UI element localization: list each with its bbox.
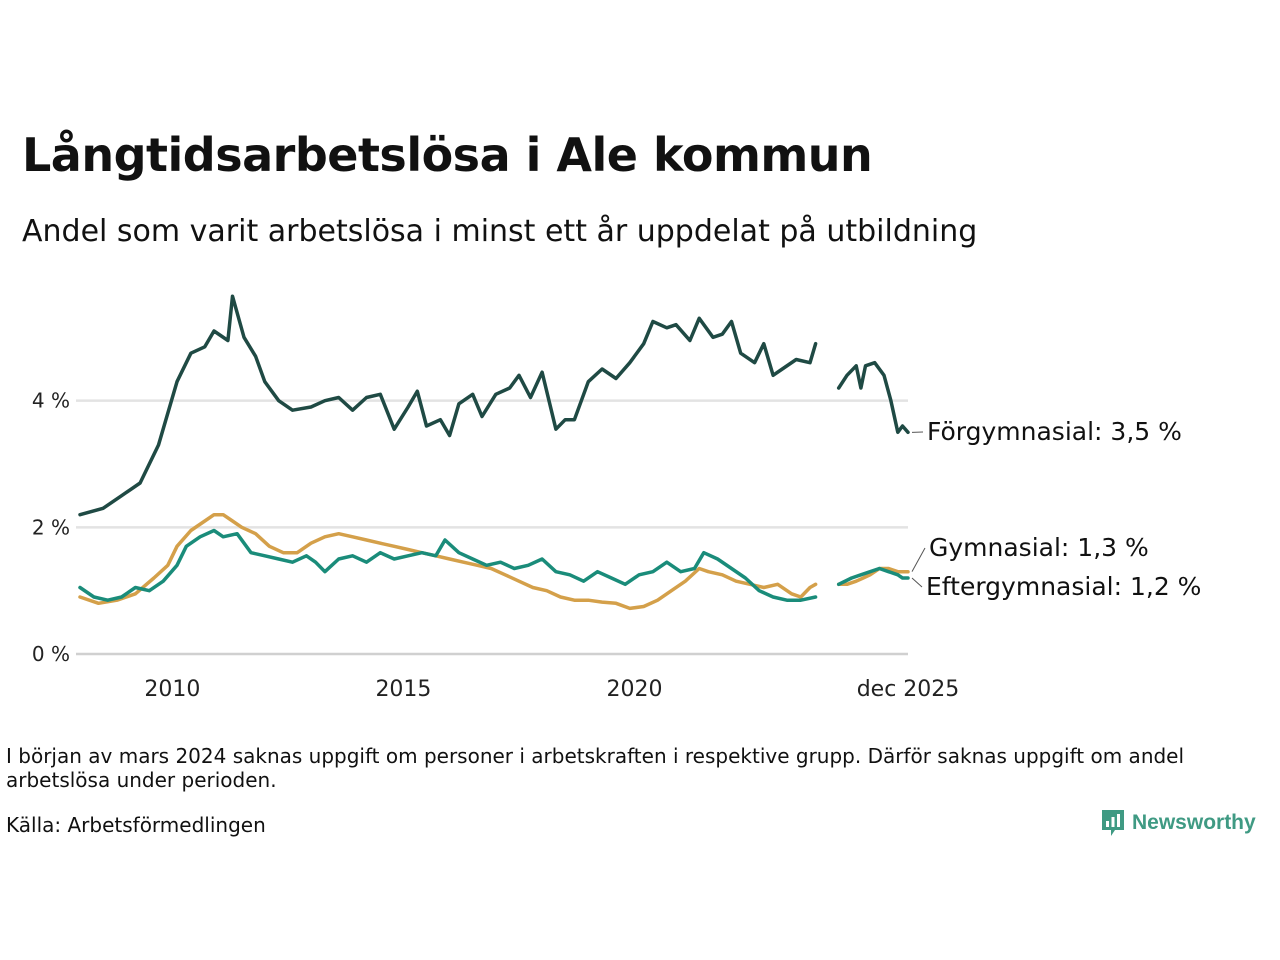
y-axis-ticks: 0 % 2 % 4 % bbox=[32, 389, 70, 666]
series-line-gymnasial-1 bbox=[836, 566, 910, 587]
chart-subtitle: Andel som varit arbetslösa i minst ett å… bbox=[22, 214, 978, 249]
series-label-forgymnasial: Förgymnasial: 3,5 % bbox=[927, 417, 1182, 446]
x-tick-label: dec 2025 bbox=[857, 677, 960, 702]
label-connector-gymnasial bbox=[911, 547, 926, 572]
line-chart: 0 % 2 % 4 % 2010 2015 2020 dec 2025 Förgymnas… bbox=[32, 294, 1201, 702]
x-tick-label: 2015 bbox=[375, 677, 431, 702]
y-tick-label: 4 % bbox=[32, 389, 70, 413]
series-label-gymnasial: Gymnasial: 1,3 % bbox=[929, 533, 1149, 562]
footnote: I början av mars 2024 saknas uppgift om … bbox=[6, 744, 1185, 792]
x-tick-label: 2010 bbox=[144, 677, 200, 702]
logo-label: Newsworthy bbox=[1132, 811, 1256, 834]
series-label-eftergymnasial: Eftergymnasial: 1,2 % bbox=[926, 572, 1201, 601]
source-credit: Källa: Arbetsförmedlingen bbox=[6, 813, 266, 837]
series-line-eftergymnasial-1 bbox=[836, 566, 910, 587]
x-axis-ticks: 2010 2015 2020 dec 2025 bbox=[144, 677, 959, 702]
y-tick-label: 2 % bbox=[32, 515, 70, 539]
series-line-eftergymnasial-0 bbox=[78, 528, 818, 602]
label-connector-eftergymnasial bbox=[911, 577, 923, 588]
chart-title: Långtidsarbetslösa i Ale kommun bbox=[22, 128, 873, 182]
series-lines bbox=[78, 294, 910, 611]
bar-chart-bubble-icon bbox=[1102, 810, 1124, 836]
x-tick-label: 2020 bbox=[606, 677, 662, 702]
newsworthy-logo[interactable]: Newsworthy bbox=[1100, 808, 1256, 838]
series-line-forgymnasial-0 bbox=[78, 294, 818, 517]
series-end-labels: Förgymnasial: 3,5 % Gymnasial: 1,3 % Efter… bbox=[911, 417, 1201, 601]
gridlines bbox=[76, 399, 908, 656]
series-line-forgymnasial-1 bbox=[836, 360, 910, 435]
y-tick-label: 0 % bbox=[32, 642, 70, 666]
series-line-gymnasial-0 bbox=[78, 512, 818, 611]
